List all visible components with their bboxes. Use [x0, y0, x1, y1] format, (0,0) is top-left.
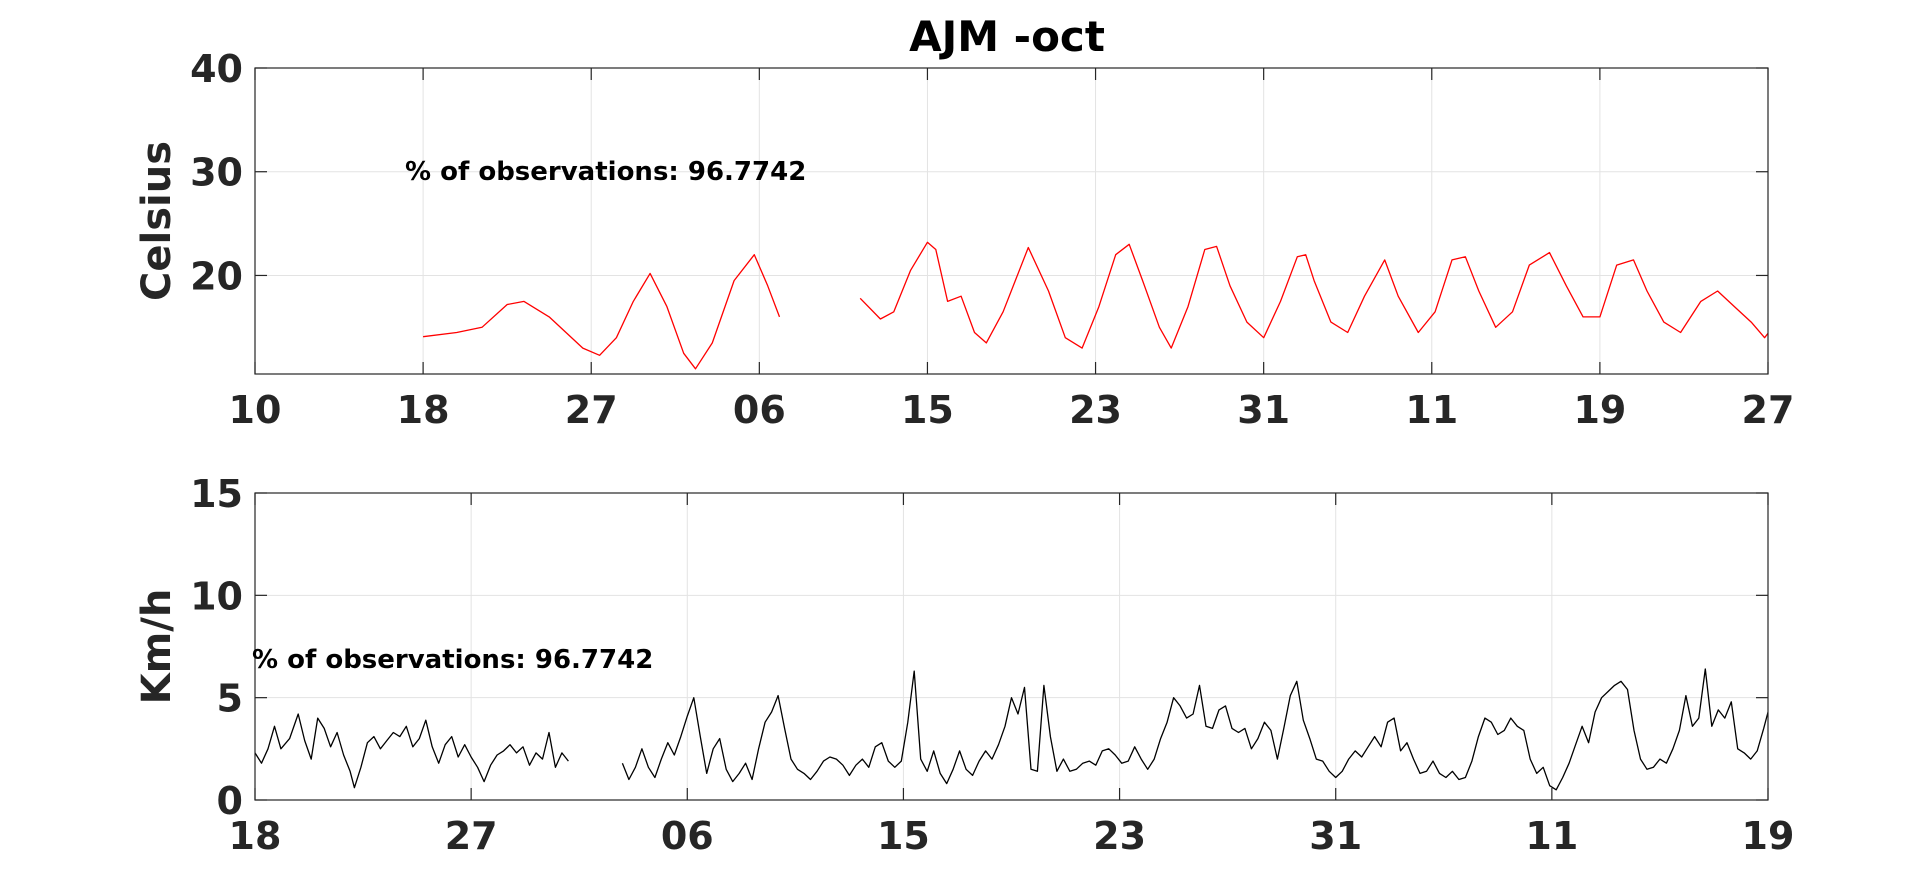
- x-tick-label: 06: [733, 388, 786, 432]
- x-tick-label: 15: [901, 388, 954, 432]
- x-tick-label: 23: [1093, 814, 1146, 858]
- observations-annotation: % of observations: 96.7742: [405, 157, 806, 187]
- x-tick-label: 18: [397, 388, 450, 432]
- plot-area: [255, 493, 1768, 800]
- temperature-panel: 10 18 27 06 15 23 31 11 19 27 20 30 40 Celsius % of ob…: [134, 47, 1795, 432]
- x-tick-label: 31: [1309, 814, 1362, 858]
- series-line: [621, 668, 1768, 791]
- x-tick-label: 19: [1573, 388, 1626, 432]
- wind-speed-panel: 18 27 06 15 23 31 11 19 0 5 10 15 Km/h % of observati…: [134, 472, 1795, 858]
- x-tick-label: 10: [229, 388, 282, 432]
- x-tick-label: 11: [1405, 388, 1458, 432]
- series-line: [255, 713, 569, 789]
- axes-box: [254, 67, 1769, 375]
- x-tick-label: 15: [877, 814, 930, 858]
- y-tick-label: 10: [190, 574, 243, 618]
- x-tick-label: 27: [445, 814, 498, 858]
- x-tick-label: 27: [1742, 388, 1795, 432]
- x-tick-label: 31: [1237, 388, 1290, 432]
- y-tick-label: 0: [217, 779, 243, 823]
- y-tick-label: 15: [190, 472, 243, 516]
- x-tick-label: 06: [661, 814, 714, 858]
- x-tick-label: 18: [229, 814, 282, 858]
- x-tick-label: 23: [1069, 388, 1122, 432]
- series-line: [859, 241, 1768, 349]
- y-tick-label: 30: [190, 151, 243, 195]
- axes-box: [254, 492, 1769, 801]
- chart-title: AJM -oct: [909, 12, 1105, 61]
- plot-area: [255, 68, 1768, 374]
- series-line: [423, 254, 781, 370]
- y-tick-label: 5: [217, 677, 243, 721]
- y-axis-label: Km/h: [134, 589, 180, 705]
- x-tick-label: 11: [1525, 814, 1578, 858]
- x-tick-label: 27: [565, 388, 618, 432]
- x-tick-label: 19: [1742, 814, 1795, 858]
- y-tick-label: 40: [190, 47, 243, 91]
- y-tick-label: 20: [190, 254, 243, 298]
- y-axis-label: Celsius: [134, 141, 180, 301]
- observations-annotation: % of observations: 96.7742: [252, 645, 653, 675]
